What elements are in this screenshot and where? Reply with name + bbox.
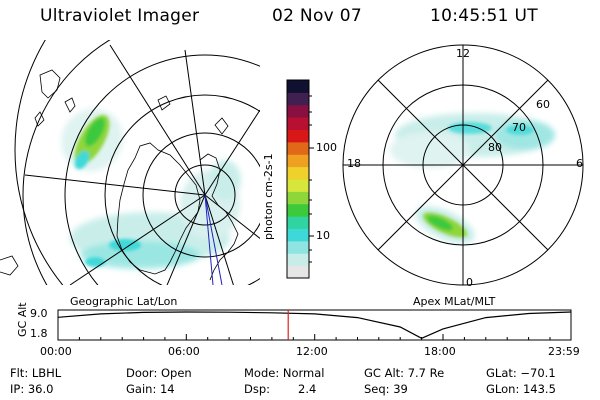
status-gain: Gain: 14 <box>126 382 175 396</box>
colorbar-frame <box>286 79 310 279</box>
timeline-xtick-0000: 00:00 <box>40 345 72 358</box>
mlt-label-6: 6 <box>576 157 583 170</box>
longitude-grid <box>24 44 260 285</box>
colorbar-segment <box>287 203 309 217</box>
mlat-label-80: 80 <box>488 141 502 154</box>
date-label: 02 Nov 07 <box>272 6 362 26</box>
instrument-title: Ultraviolet Imager <box>40 6 200 26</box>
colorbar-segment <box>287 141 309 155</box>
colorbar-segment <box>287 80 309 93</box>
status-gc-alt: GC Alt: 7.7 Re <box>364 366 445 380</box>
colorbar-segment <box>287 265 309 279</box>
mlt-label-18: 18 <box>347 157 361 170</box>
colorbar-segment <box>287 92 309 106</box>
timeline-xtick-1800: 18:00 <box>424 345 456 358</box>
mlat-label-70: 70 <box>512 121 526 134</box>
colorbar-segment <box>287 228 309 242</box>
look-direction-line <box>204 194 223 285</box>
right-map-caption: Apex MLat/MLT <box>413 295 496 308</box>
timeline-ylabel: GC Alt <box>16 302 29 337</box>
timeline-xtick-0600: 06:00 <box>168 345 200 358</box>
polar-grid <box>342 44 584 286</box>
status-door: Door: Open <box>126 366 192 380</box>
colorbar-segment <box>287 216 309 230</box>
status-ip: IP: 36.0 <box>10 382 54 396</box>
colorbar-segment <box>287 179 309 192</box>
coastlines <box>0 69 239 281</box>
latitude-grid <box>14 40 260 285</box>
colorbar-label-100: 100 <box>316 141 337 154</box>
timeline-xticks <box>78 334 551 340</box>
timeline-ytick-max: 9.0 <box>30 307 48 320</box>
status-dsp-value: 2.4 <box>298 382 317 396</box>
mlt-label-12: 12 <box>456 47 470 60</box>
colorbar-segment <box>287 154 309 168</box>
time-label: 10:45:51 UT <box>430 6 538 26</box>
left-map-caption: Geographic Lat/Lon <box>70 295 178 308</box>
orbit-altitude-line <box>57 311 572 339</box>
timeline-xtick-1200: 12:00 <box>296 345 328 358</box>
status-filter: Flt: LBHL <box>10 366 62 380</box>
mlt-label-0: 0 <box>466 276 473 289</box>
colorbar-unit-label: photon cm-2s-1 <box>262 153 275 240</box>
colorbar-label-10: 10 <box>316 229 330 242</box>
timeline-xtick-2359: 23:59 <box>548 345 580 358</box>
aurora-emission-left <box>61 108 241 269</box>
status-glat: GLat: −70.1 <box>486 366 556 380</box>
colorbar-segment <box>287 166 309 180</box>
colorbar-segment <box>287 117 309 131</box>
status-seq: Seq: 39 <box>364 382 408 396</box>
magnetic-polar-plot <box>390 113 555 244</box>
colorbar-segment <box>287 129 309 143</box>
colorbar-segment <box>287 104 309 118</box>
colorbar <box>287 80 309 279</box>
timeline-ytick-min: 1.8 <box>30 327 48 340</box>
geographic-map <box>0 40 260 285</box>
colorbar-segment <box>287 253 309 267</box>
status-dsp-label: Dsp: <box>244 382 271 396</box>
status-glon: GLon: 143.5 <box>486 382 556 396</box>
colorbar-segment <box>287 240 309 254</box>
colorbar-segment <box>287 191 309 205</box>
mlat-label-60: 60 <box>536 98 550 111</box>
status-mode: Mode: Normal <box>244 366 325 380</box>
